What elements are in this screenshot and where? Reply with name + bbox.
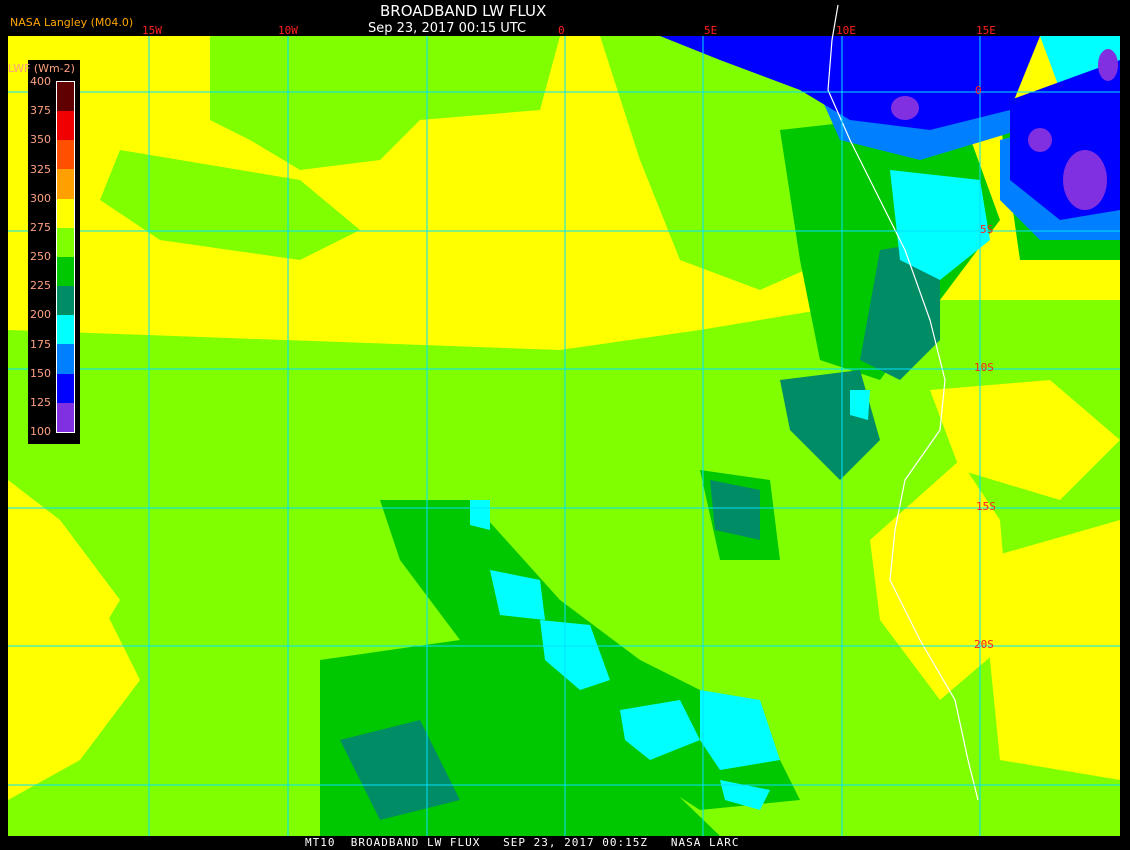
flux-region-yellow-patches <box>8 380 1120 800</box>
colorbar-tick-label: 375 <box>30 104 51 118</box>
lat-label-10s: 10S <box>974 361 994 374</box>
colorbar-tick-label: 400 <box>30 75 51 88</box>
colorbar-tick-label: 250 <box>30 250 51 263</box>
source-label: NASA Langley (M04.0) <box>10 16 134 29</box>
datetime-label: Sep 23, 2017 00:15 UTC <box>368 21 527 36</box>
lat-label-15s: 15S <box>976 500 996 513</box>
colorbar-bin <box>57 256 74 287</box>
colorbar <box>56 81 75 433</box>
lon-label-5e: 5E <box>704 24 718 37</box>
colorbar-tick-label: 150 <box>30 366 51 380</box>
coastline <box>827 4 979 801</box>
colorbar-bin <box>57 373 74 403</box>
colorbar-bin <box>57 82 74 112</box>
colorbar-tick-label: 300 <box>30 191 51 205</box>
product-title: BROADBAND LW FLUX <box>380 2 547 20</box>
lon-label-15e: 15E <box>976 24 996 37</box>
lon-label-15w: 15W <box>142 24 162 37</box>
colorbar-unit: LWF (Wm-2) <box>8 62 75 75</box>
lat-label-20s: 20S <box>974 638 994 651</box>
colorbar-bin <box>57 111 74 141</box>
colorbar-bin <box>57 344 74 374</box>
lon-label-0: 0 <box>558 24 565 37</box>
colorbar-tick-label: 125 <box>30 395 51 409</box>
colorbar-bin <box>57 140 74 170</box>
lon-label-10e: 10E <box>836 24 856 37</box>
colorbar-bin <box>57 286 74 316</box>
colorbar-bin <box>57 169 74 199</box>
flux-region-purple <box>891 49 1118 210</box>
graticule <box>8 36 1120 836</box>
colorbar-bin <box>57 227 74 257</box>
lon-label-10w: 10W <box>278 24 298 37</box>
colorbar-bin <box>57 198 74 228</box>
colorbar-tick-label: 175 <box>30 337 51 351</box>
colorbar-tick-label: 350 <box>30 133 51 147</box>
flux-region-dark-green <box>340 240 940 820</box>
colorbar-bin <box>57 402 74 432</box>
lat-label-0: 0 <box>975 84 982 97</box>
lat-label-5s: 5S <box>980 223 994 236</box>
colorbar-tick-label: 325 <box>30 162 51 176</box>
colorbar-tick-label: 200 <box>30 308 51 322</box>
colorbar-bin <box>57 315 74 345</box>
footer-caption: MT10 BROADBAND LW FLUX SEP 23, 2017 00:1… <box>305 836 740 849</box>
colorbar-tick-label: 275 <box>30 220 51 234</box>
colorbar-tick-label: 100 <box>30 425 51 438</box>
colorbar-tick-label: 225 <box>30 279 51 293</box>
